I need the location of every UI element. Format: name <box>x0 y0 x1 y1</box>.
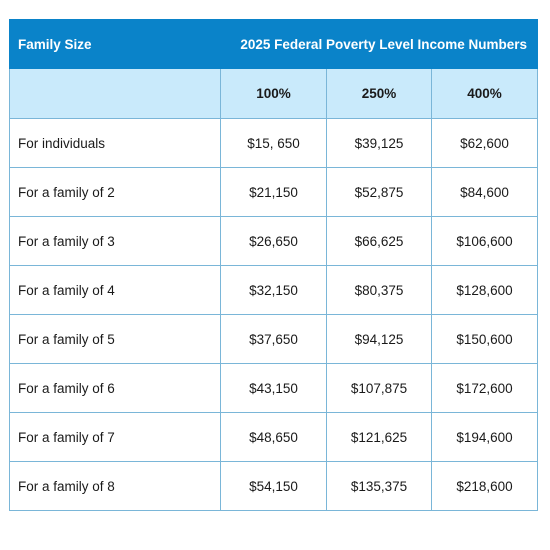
table-row: For individuals $15, 650 $39,125 $62,600 <box>9 118 539 168</box>
value-100: $32,150 <box>220 265 327 315</box>
value-400: $128,600 <box>430 265 539 315</box>
table-row: For a family of 6 $43,150 $107,875 $172,… <box>9 363 539 413</box>
table-row: For a family of 4 $32,150 $80,375 $128,6… <box>9 265 539 315</box>
value-100: $48,650 <box>220 412 327 462</box>
value-100: $37,650 <box>220 314 327 364</box>
value-400: $84,600 <box>430 167 539 217</box>
fpl-title-header: 2025 Federal Poverty Level Income Number… <box>219 19 539 69</box>
value-250: $66,625 <box>326 216 432 266</box>
fpl-table-container: Family Size 2025 Federal Poverty Level I… <box>9 19 539 511</box>
value-250: $121,625 <box>326 412 432 462</box>
table-row: For a family of 2 $21,150 $52,875 $84,60… <box>9 167 539 217</box>
row-label: For a family of 3 <box>9 216 221 266</box>
table-row: For a family of 3 $26,650 $66,625 $106,6… <box>9 216 539 266</box>
value-250: $135,375 <box>326 461 432 511</box>
value-250: $39,125 <box>326 118 432 168</box>
value-250: $107,875 <box>326 363 432 413</box>
value-250: $94,125 <box>326 314 432 364</box>
family-size-header: Family Size <box>9 19 221 69</box>
table-header-row: Family Size 2025 Federal Poverty Level I… <box>9 19 539 69</box>
value-400: $172,600 <box>430 363 539 413</box>
row-label: For a family of 4 <box>9 265 221 315</box>
value-400: $194,600 <box>430 412 539 462</box>
value-100: $43,150 <box>220 363 327 413</box>
row-label: For a family of 2 <box>9 167 221 217</box>
value-100: $54,150 <box>220 461 327 511</box>
value-250: $52,875 <box>326 167 432 217</box>
empty-header-cell <box>9 68 221 119</box>
percent-header-400: 400% <box>430 68 539 119</box>
value-100: $26,650 <box>220 216 327 266</box>
percent-header-100: 100% <box>220 68 327 119</box>
table-row: For a family of 7 $48,650 $121,625 $194,… <box>9 412 539 462</box>
value-100: $15, 650 <box>220 118 327 168</box>
value-400: $150,600 <box>430 314 539 364</box>
row-label: For individuals <box>9 118 221 168</box>
table-row: For a family of 8 $54,150 $135,375 $218,… <box>9 461 539 511</box>
fpl-table: Family Size 2025 Federal Poverty Level I… <box>9 19 539 511</box>
value-400: $62,600 <box>430 118 539 168</box>
percent-header-row: 100% 250% 400% <box>9 68 539 119</box>
row-label: For a family of 5 <box>9 314 221 364</box>
row-label: For a family of 6 <box>9 363 221 413</box>
row-label: For a family of 7 <box>9 412 221 462</box>
row-label: For a family of 8 <box>9 461 221 511</box>
value-400: $218,600 <box>430 461 539 511</box>
value-400: $106,600 <box>430 216 539 266</box>
value-250: $80,375 <box>326 265 432 315</box>
table-row: For a family of 5 $37,650 $94,125 $150,6… <box>9 314 539 364</box>
value-100: $21,150 <box>220 167 327 217</box>
percent-header-250: 250% <box>326 68 432 119</box>
